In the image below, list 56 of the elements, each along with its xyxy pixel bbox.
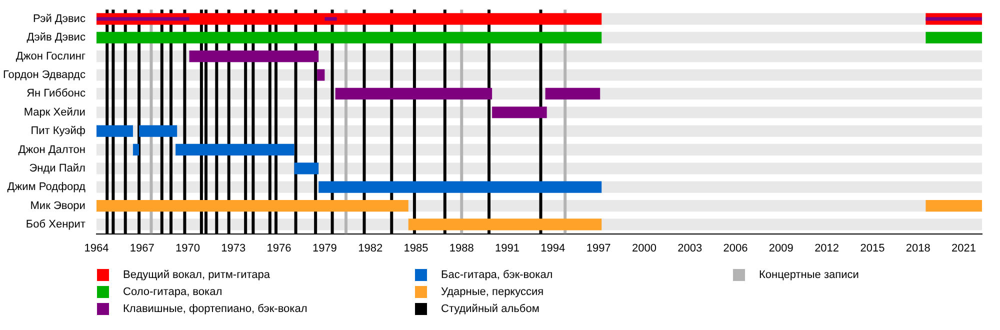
x-tick-label: 1988 (449, 242, 474, 254)
legend-label: Ударные, перкуссия (441, 286, 544, 298)
bar (324, 17, 337, 21)
bar (335, 88, 492, 100)
y-tick-label: Мик Эвори (30, 200, 86, 212)
bar (96, 17, 190, 21)
bar (176, 144, 294, 156)
x-tick-label: 1970 (176, 242, 200, 254)
legend-label: Концертные записи (759, 268, 859, 280)
y-tick-label: Энди Пайл (29, 162, 86, 174)
x-tick-label: 2009 (768, 242, 794, 254)
x-tick-label: 1967 (130, 242, 154, 254)
x-tick-label: 1982 (358, 242, 383, 254)
bar (318, 181, 602, 193)
x-tick-label: 1991 (495, 242, 520, 254)
x-tick-label: 2021 (952, 242, 976, 254)
bar (96, 125, 133, 137)
y-tick-label: Марк Хейли (24, 106, 86, 118)
x-tick-label: 1964 (84, 242, 109, 254)
bar (926, 17, 982, 21)
y-tick-label: Джон Гослинг (16, 50, 86, 62)
bar (545, 88, 600, 100)
legend-label: Бас-гитара, бэк-вокал (441, 268, 553, 280)
legend-label: Клавишные, фортепиано, бэк-вокал (123, 302, 308, 314)
x-tick-label: 2000 (632, 242, 656, 254)
legend-label: Студийный альбом (441, 302, 540, 314)
bar (926, 32, 982, 44)
bar (189, 50, 319, 62)
y-tick-label: Гордон Эдвардс (3, 69, 86, 82)
bar (132, 144, 140, 156)
legend-label: Соло-гитара, вокал (123, 286, 222, 298)
x-tick-label: 1976 (266, 242, 292, 254)
y-tick-label: Боб Хенрит (26, 218, 86, 230)
x-tick-label: 2018 (906, 242, 930, 254)
x-tick-label: 1973 (221, 242, 246, 254)
x-tick-label: 2012 (814, 242, 840, 254)
y-tick-label: Джон Далтон (18, 144, 86, 156)
y-tick-label: Дэйв Дэвис (26, 32, 86, 44)
x-tick-label: 2015 (860, 242, 885, 254)
y-tick-label: Пит Куэйф (30, 125, 86, 138)
bar (294, 162, 319, 174)
y-tick-label: Джим Родфорд (7, 181, 86, 194)
x-tick-label: 2006 (723, 242, 748, 254)
bar (408, 218, 602, 230)
x-tick-label: 1997 (586, 242, 611, 254)
x-tick-label: 1985 (404, 242, 428, 254)
bar (139, 125, 178, 137)
y-tick-label: Рэй Дэвис (32, 12, 86, 25)
y-tick-label: Ян Гиббонс (26, 88, 86, 100)
bar (926, 200, 982, 212)
bar (317, 69, 325, 81)
x-tick-label: 1994 (540, 242, 566, 254)
legend-label: Ведущий вокал, ритм-гитара (123, 268, 270, 280)
x-tick-label: 1979 (312, 242, 337, 254)
bar (492, 106, 547, 118)
x-tick-label: 2003 (678, 242, 702, 254)
